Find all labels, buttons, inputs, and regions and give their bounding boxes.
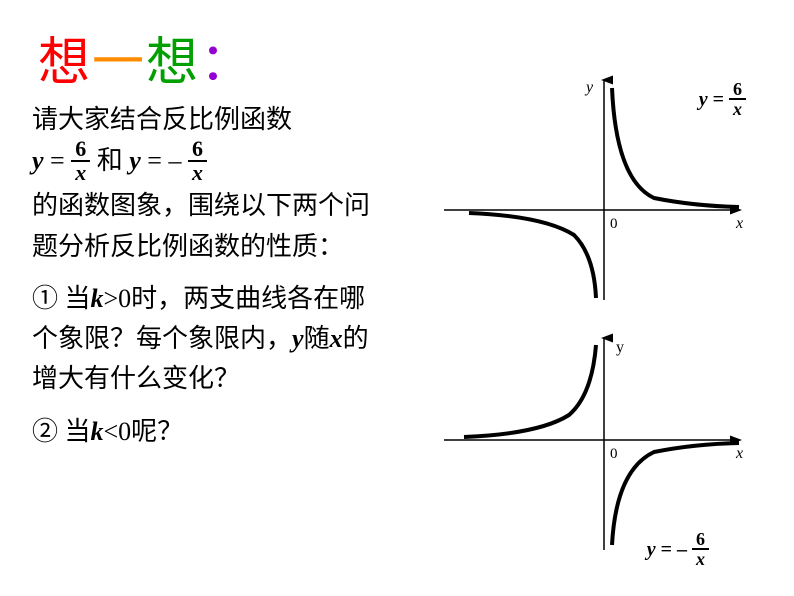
numerator: 6	[692, 530, 709, 550]
denominator: x	[729, 100, 746, 118]
denominator: x	[188, 162, 207, 184]
neg-sign: –	[677, 539, 692, 561]
curve-branch-q2	[464, 345, 596, 437]
var-x: x	[330, 324, 343, 353]
y-axis-label: y	[584, 79, 594, 96]
numerator: 6	[188, 138, 207, 162]
fraction: 6x	[729, 80, 746, 118]
var-y: y	[647, 539, 656, 561]
y-axis-label: y	[616, 339, 624, 356]
q2-part: ② 当	[32, 417, 91, 446]
var-y: y	[129, 146, 141, 175]
title-glyph: ：	[200, 35, 254, 92]
fraction: 6x	[188, 138, 207, 184]
title-glyph: 一	[92, 35, 146, 92]
title-glyph: 想	[38, 35, 92, 92]
eq-sign: =	[708, 89, 729, 111]
denominator: x	[692, 550, 709, 568]
q1-part: 随	[304, 324, 330, 353]
fraction: 6x	[71, 138, 90, 184]
text-line: 的函数图象，围绕以下两个问题分析反比例函数的性质：	[32, 191, 370, 260]
denominator: x	[71, 162, 90, 184]
eq-sign: =	[44, 146, 72, 175]
chart-negative-k: x y 0 y = – 6x	[434, 330, 754, 570]
equation-label: y = 6x	[699, 82, 746, 120]
var-y: y	[699, 89, 708, 111]
fraction: 6x	[692, 530, 709, 568]
chart-positive-k: x y 0 y = 6x	[434, 70, 754, 310]
eq-sign: =	[656, 539, 677, 561]
var-y: y	[32, 146, 44, 175]
var-k: k	[91, 284, 104, 313]
x-axis-label: x	[735, 215, 743, 232]
q2-part: <0呢？	[104, 417, 184, 446]
numerator: 6	[71, 138, 90, 162]
numerator: 6	[729, 80, 746, 100]
curve-branch-q4	[612, 443, 739, 545]
highlight-line	[494, 245, 559, 308]
neg-sign: –	[168, 146, 188, 175]
text-and: 和	[97, 146, 130, 175]
equation-label: y = – 6x	[647, 532, 709, 570]
body-text: 请大家结合反比例函数 y = 6x 和 y = – 6x 的函数图象，围绕以下两…	[32, 100, 372, 452]
title-glyph: 想	[146, 35, 200, 92]
origin-label: 0	[610, 446, 618, 462]
eq-sign: =	[141, 146, 169, 175]
title: 想一想：	[38, 20, 254, 95]
origin-label: 0	[610, 216, 618, 232]
var-k: k	[91, 417, 104, 446]
curve-branch-q3	[469, 213, 596, 298]
var-y: y	[292, 324, 304, 353]
text-line: 请大家结合反比例函数	[32, 105, 292, 134]
q1-part: ① 当	[32, 284, 91, 313]
x-axis-label: x	[735, 445, 743, 462]
